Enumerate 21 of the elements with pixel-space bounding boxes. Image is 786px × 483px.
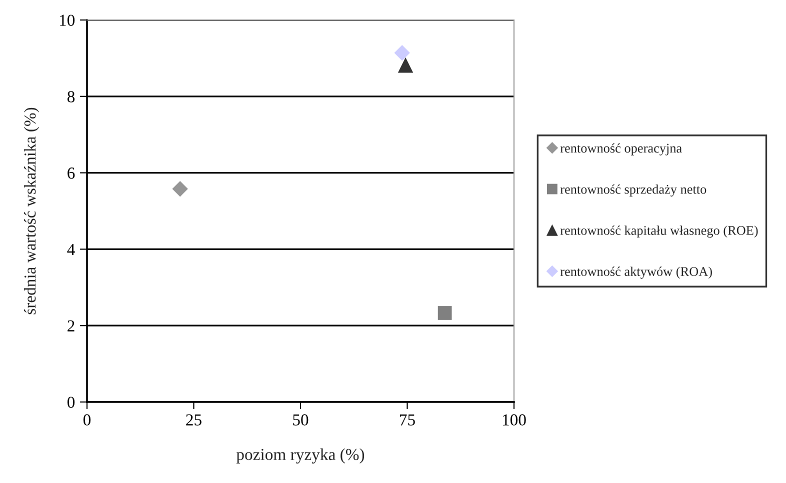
legend-label: rentowność aktywów (ROA) bbox=[560, 266, 712, 279]
y-tick-label: 10 bbox=[60, 14, 75, 26]
point bbox=[172, 180, 188, 197]
x-tick-label: 50 bbox=[293, 414, 308, 426]
legend-label: rentowność sprzedaży netto bbox=[560, 184, 706, 196]
point bbox=[394, 44, 410, 61]
y-tick-label: 8 bbox=[67, 91, 75, 102]
x-tick-label: 0 bbox=[83, 414, 91, 426]
x-tick-label: 75 bbox=[400, 414, 415, 426]
x-tick-label: 100 bbox=[502, 414, 526, 426]
legend-label: rentowność kapitału własnego (ROE) bbox=[560, 226, 758, 238]
point bbox=[398, 57, 414, 73]
point bbox=[438, 306, 452, 320]
y-tick-label: 6 bbox=[68, 168, 75, 179]
x-tick-label: 25 bbox=[186, 414, 202, 426]
x-axis-title: poziom ryzyka (%) bbox=[236, 448, 364, 464]
y-tick-label: 4 bbox=[67, 244, 75, 255]
y-axis-title: średnia wartość wskaźnika (%) bbox=[24, 108, 40, 314]
y-tick-label: 2 bbox=[68, 320, 74, 332]
y-tick-label: 0 bbox=[67, 396, 75, 408]
legend-label: rentowność operacyjna bbox=[560, 143, 682, 156]
